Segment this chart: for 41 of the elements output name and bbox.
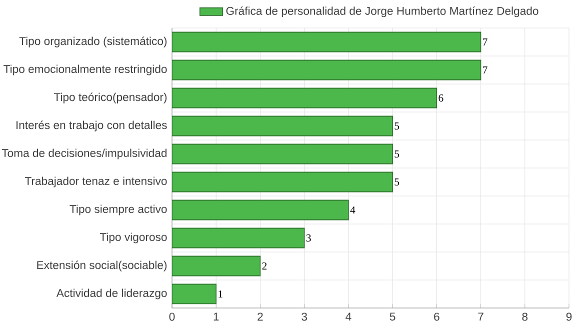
x-tick-label: 6 (434, 312, 440, 321)
y-tick-label: Trabajador tenaz e intensivo (24, 176, 167, 188)
x-tick-label: 5 (390, 312, 396, 321)
y-tick-label: Actividad de liderazgo (56, 288, 167, 300)
y-tick-label: Tipo vigoroso (100, 232, 167, 244)
bar (172, 32, 482, 52)
bar (172, 144, 393, 164)
data-label: 5 (394, 122, 400, 130)
data-label: 7 (483, 38, 488, 46)
legend-label: Gráfica de personalidad de Jorge Humberto Martínez Delgado (226, 6, 538, 18)
y-tick-label: Toma de decisiones/impulsividad (2, 148, 167, 160)
bar (172, 172, 393, 192)
y-tick-label: Tipo teórico(pensador) (54, 92, 167, 104)
bar (172, 60, 482, 80)
data-label: 7 (483, 66, 488, 74)
x-tick-label: 7 (478, 312, 484, 320)
x-tick-label: 8 (522, 312, 528, 321)
x-tick-label: 0 (169, 312, 175, 321)
y-tick-label: Extensión social(sociable) (37, 260, 167, 272)
x-tick-label: 3 (302, 312, 307, 321)
data-label: 6 (438, 94, 444, 102)
y-tick-label: Tipo organizado (sistemático) (19, 36, 167, 48)
bar (172, 88, 438, 108)
y-tick-label: Interés en trabajo con detalles (16, 120, 167, 132)
x-tick-label: 9 (566, 312, 572, 321)
x-tick-label: 4 (346, 312, 352, 320)
y-tick-label: Tipo siempre activo (70, 204, 167, 216)
x-tick-label: 2 (258, 312, 263, 321)
y-tick-label: Tipo emocionalmente restringido (4, 64, 167, 76)
data-label: 2 (262, 262, 267, 270)
data-label: 5 (394, 150, 400, 158)
bar (172, 116, 393, 136)
bar (172, 200, 349, 220)
bar (172, 256, 261, 276)
bar (172, 228, 305, 248)
data-label: 3 (306, 234, 311, 242)
data-label: 1 (218, 290, 222, 298)
data-label: 4 (350, 206, 356, 214)
bar (172, 284, 217, 304)
x-tick-label: 1 (214, 312, 219, 320)
data-label: 5 (394, 178, 400, 186)
